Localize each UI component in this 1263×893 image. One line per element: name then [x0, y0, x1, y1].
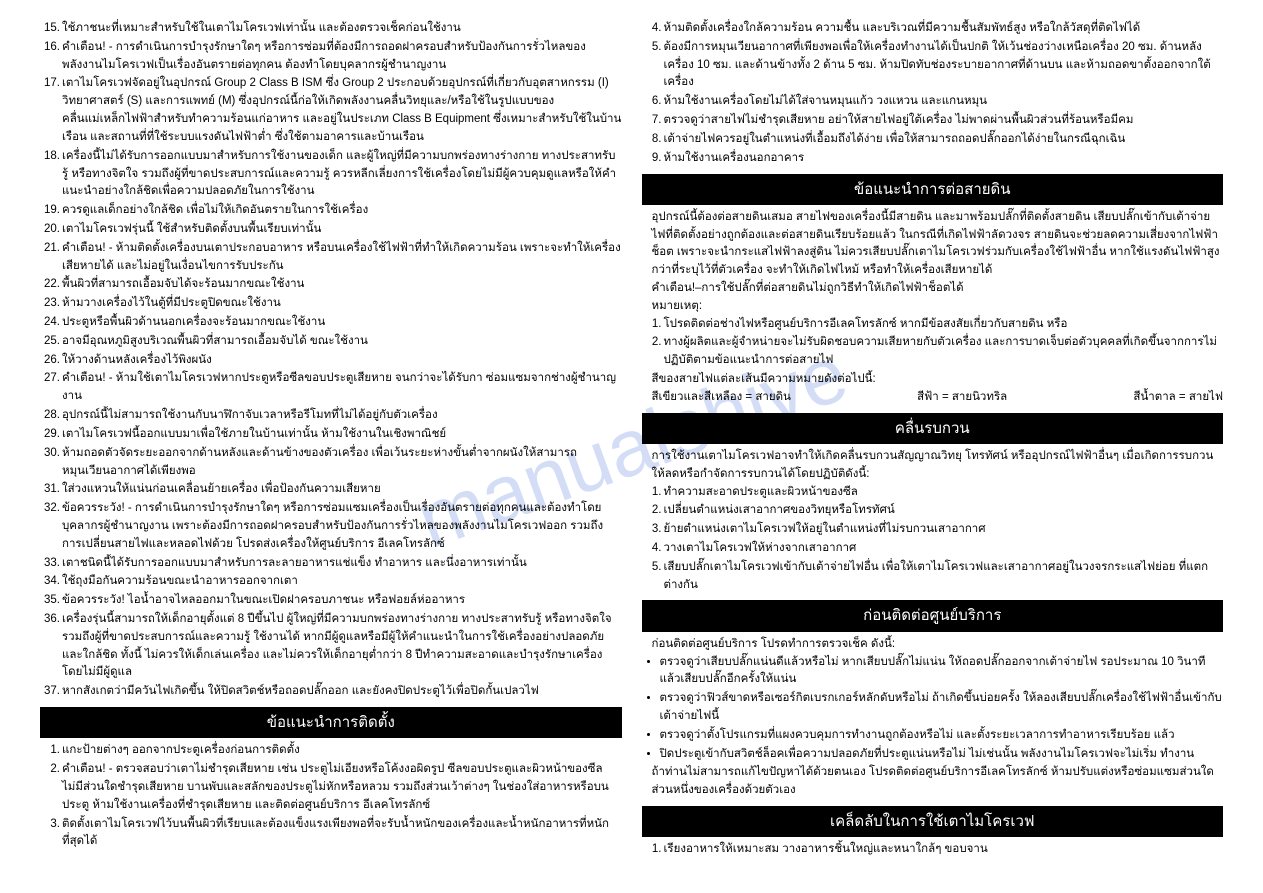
grounding-notes: โปรดติดต่อช่างไฟหรือศูนย์บริการอีเลคโทรล…	[642, 316, 1224, 370]
list-item: ห้ามใช้งานเครื่องนอกอาคาร	[664, 150, 1224, 168]
list-item: ตรวจดูว่าฟิวส์ขาดหรือเซอร์กิตเบรกเกอร์หล…	[660, 690, 1224, 726]
list-item: เปลี่ยนตำแหน่งเสาอากาศของวิทยุหรือโทรทัศ…	[664, 502, 1224, 520]
list-item: ให้วางด้านหลังเครื่องไว้พิงผนัง	[62, 352, 622, 370]
service-header: ก่อนติดต่อศูนย์บริการ	[642, 600, 1224, 631]
list-item: คำเตือน! - ห้ามติดตั้งเครื่องบนเตาประกอบ…	[62, 240, 622, 276]
list-item: เตาชนิดนี้ได้รับการออกแบบมาสำหรับการละลา…	[62, 555, 622, 573]
grounding-note-label: หมายเหตุ:	[642, 298, 1224, 316]
list-item: แกะป้ายต่างๆ ออกจากประตูเครื่องก่อนการติ…	[62, 742, 622, 760]
tips-header: เคล็ดลับในการใช้เตาไมโครเวฟ	[642, 806, 1224, 837]
list-item: ทำความสะอาดประตูและผิวหน้าของซีล	[664, 484, 1224, 502]
install-header: ข้อแนะนำการติดตั้ง	[40, 707, 622, 738]
list-item: อุปกรณ์นี้ไม่สามารถใช้งานกับนาฬิกาจับเวล…	[62, 407, 622, 425]
safety-list: ใช้ภาชนะที่เหมาะสำหรับใช้ในเตาไมโครเวฟเท…	[40, 20, 622, 701]
list-item: ติดตั้งเตาไมโครเวฟไว้บนพื้นผิวที่เรียบแล…	[62, 816, 622, 852]
list-item: คำเตือน! - การดำเนินการบำรุงรักษาใดๆ หรื…	[62, 39, 622, 75]
grounding-intro: อุปกรณ์นี้ต้องต่อสายดินเสมอ สายไฟของเครื…	[642, 209, 1224, 280]
service-warning: ถ้าท่านไม่สามารถแก้ไขปัญหาได้ด้วยตนเอง โ…	[642, 764, 1224, 800]
list-item: คำเตือน! - ห้ามใช้เตาไมโครเวฟหากประตูหรื…	[62, 370, 622, 406]
service-intro: ก่อนติดต่อศูนย์บริการ โปรดทำการตรวจเช็ค …	[642, 636, 1224, 654]
list-item: เครื่องรุ่นนี้สามารถให้เด็กอายุตั้งแต่ 8…	[62, 611, 622, 682]
list-item: เตาไมโครเวฟรุ่นนี้ ใช้สำหรับติดตั้งบนพื้…	[62, 221, 622, 239]
list-item: เตาไมโครเวฟจัดอยู่ในอุปกรณ์ Group 2 Clas…	[62, 75, 622, 146]
left-column: ใช้ภาชนะที่เหมาะสำหรับใช้ในเตาไมโครเวฟเท…	[30, 20, 632, 873]
list-item: เสียบปลั๊กเตาไมโครเวฟเข้ากับเต้าจ่ายไฟอื…	[664, 559, 1224, 595]
wire-colors-row: สีเขียวและสีเหลือง = สายดิน สีฟ้า = สายน…	[642, 389, 1224, 407]
interference-intro: การใช้งานเตาไมโครเวฟอาจทำให้เกิดคลื่นรบก…	[642, 448, 1224, 484]
list-item: โปรดติดต่อช่างไฟหรือศูนย์บริการอีเลคโทรล…	[664, 316, 1224, 334]
list-item: ข้อควรระวัง! - การดำเนินการบำรุงรักษาใดๆ…	[62, 500, 622, 553]
list-item: ปิดประตูเข้ากับสวิตช์ล็อคเพื่อความปลอดภั…	[660, 746, 1224, 764]
tips-list: เรียงอาหารให้เหมาะสม วางอาหารชิ้นใหญ่และ…	[642, 841, 1224, 859]
install-list-cont: ห้ามติดตั้งเครื่องใกล้ความร้อน ความชื้น …	[642, 20, 1224, 168]
list-item: ตรวจดูว่าสายไฟไม่ชำรุดเสียหาย อย่าให้สาย…	[664, 112, 1224, 130]
wire-brown: สีน้ำตาล = สายไฟ	[1133, 389, 1223, 407]
list-item: ห้ามติดตั้งเครื่องใกล้ความร้อน ความชื้น …	[664, 20, 1224, 38]
right-column: ห้ามติดตั้งเครื่องใกล้ความร้อน ความชื้น …	[632, 20, 1234, 873]
list-item: ประตูหรือพื้นผิวด้านนอกเครื่องจะร้อนมากข…	[62, 314, 622, 332]
interference-header: คลื่นรบกวน	[642, 413, 1224, 444]
list-item: ตรวจดูว่าตั้งโปรแกรมที่แผงควบคุมการทำงาน…	[660, 727, 1224, 745]
list-item: ห้ามถอดตัวจัดระยะออกจากด้านหลังและด้านข้…	[62, 445, 622, 481]
wire-blue: สีฟ้า = สายนิวทริล	[917, 389, 1007, 407]
list-item: ห้ามใช้งานเครื่องโดยไม่ได้ใส่จานหมุนแก้ว…	[664, 93, 1224, 111]
install-list: แกะป้ายต่างๆ ออกจากประตูเครื่องก่อนการติ…	[40, 742, 622, 851]
grounding-header: ข้อแนะนำการต่อสายดิน	[642, 174, 1224, 205]
list-item: ใช้ภาชนะที่เหมาะสำหรับใช้ในเตาไมโครเวฟเท…	[62, 20, 622, 38]
list-item: ข้อควรระวัง! ไอน้ำอาจไหลออกมาในขณะเปิดฝา…	[62, 592, 622, 610]
list-item: พื้นผิวที่สามารถเอื้อมจับได้จะร้อนมากขณะ…	[62, 276, 622, 294]
list-item: ตรวจดูว่าเสียบปลั๊กแน่นดีแล้วหรือไม่ หาก…	[660, 654, 1224, 690]
list-item: ใช้ถุงมือกันความร้อนขณะนำอาหารออกจากเตา	[62, 573, 622, 591]
list-item: ควรดูแลเด็กอย่างใกล้ชิด เพื่อไม่ให้เกิดอ…	[62, 202, 622, 220]
list-item: ทางผู้ผลิตและผู้จำหน่ายจะไม่รับผิดชอบควา…	[664, 334, 1224, 370]
list-item: เครื่องนี้ไม่ได้รับการออกแบบมาสำหรับการใ…	[62, 148, 622, 201]
list-item: หากสังเกตว่ามีควันไฟเกิดขึ้น ให้ปิดสวิตช…	[62, 683, 622, 701]
list-item: เตาไมโครเวฟนี้ออกแบบมาเพื่อใช้ภายในบ้านเ…	[62, 426, 622, 444]
list-item: เรียงอาหารให้เหมาะสม วางอาหารชิ้นใหญ่และ…	[664, 841, 1224, 859]
list-item: ใส่วงแหวนให้แน่นก่อนเคลื่อนย้ายเครื่อง เ…	[62, 481, 622, 499]
grounding-warning: คำเตือน!–การใช้ปลั๊กที่ต่อสายดินไม่ถูกวิ…	[642, 280, 1224, 298]
list-item: ย้ายตำแหน่งเตาไมโครเวฟให้อยู่ในตำแหน่งที…	[664, 521, 1224, 539]
list-item: ต้องมีการหมุนเวียนอากาศที่เพียงพอเพื่อให…	[664, 39, 1224, 92]
list-item: ห้ามวางเครื่องไว้ในตู้ที่มีประตูปิดขณะใช…	[62, 295, 622, 313]
wire-green-yellow: สีเขียวและสีเหลือง = สายดิน	[652, 389, 791, 407]
service-bullets: ตรวจดูว่าเสียบปลั๊กแน่นดีแล้วหรือไม่ หาก…	[642, 654, 1224, 764]
list-item: คำเตือน! - ตรวจสอบว่าเตาไม่ชำรุดเสียหาย …	[62, 761, 622, 814]
wire-colors-label: สีของสายไฟแต่ละเส้นมีความหมายดังต่อไปนี้…	[642, 371, 1224, 389]
list-item: เต้าจ่ายไฟควรอยู่ในตำแหน่งที่เอื้อมถึงได…	[664, 131, 1224, 149]
interference-list: ทำความสะอาดประตูและผิวหน้าของซีล เปลี่ยน…	[642, 484, 1224, 595]
list-item: วางเตาไมโครเวฟให้ห่างจากเสาอากาศ	[664, 540, 1224, 558]
list-item: อาจมีอุณหภูมิสูงบริเวณพื้นผิวที่สามารถเอ…	[62, 333, 622, 351]
